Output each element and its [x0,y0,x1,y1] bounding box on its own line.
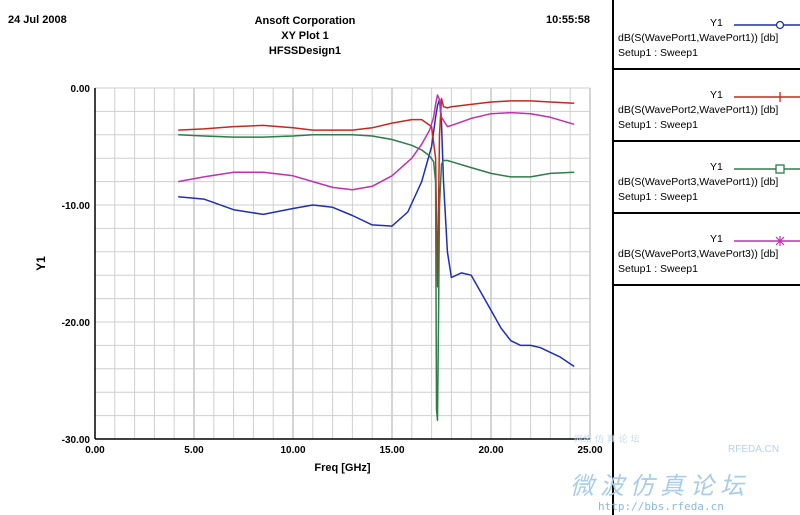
plot-area [95,88,590,439]
legend-plus-marker-icon [734,92,800,102]
watermark-chinese-text: 微波仿真论坛 [570,472,750,500]
plot-title: XY Plot 1 [281,30,329,42]
legend-setup: Setup1 : Sweep1 [618,119,698,131]
x-tick-label: 10.00 [280,445,305,456]
legend-panel[interactable]: Y1 dB(S(WavePort1,WavePort1)) [db] Setup… [612,0,800,515]
legend-item-s11[interactable]: Y1 dB(S(WavePort1,WavePort1)) [db] Setup… [614,0,800,70]
legend-expression: dB(S(WavePort1,WavePort1)) [db] [618,32,779,44]
y-tick-label: -20.00 [62,318,91,329]
report-date: 24 Jul 2008 [8,14,67,26]
legend-expression: dB(S(WavePort2,WavePort1)) [db] [618,104,779,116]
watermark-top-text: 网络 仿 真 论 坛 [574,435,640,445]
x-tick-label: 0.00 [85,445,105,456]
legend-setup: Setup1 : Sweep1 [618,263,698,275]
x-tick-label: 20.00 [478,445,503,456]
x-tick-label: 25.00 [577,445,602,456]
report-time: 10:55:58 [545,14,590,26]
legend-y-label: Y1 [710,233,723,245]
series-line-s31 [178,134,575,422]
legend-y-label: Y1 [710,17,723,29]
x-tick-label: 15.00 [379,445,404,456]
legend-item-s31[interactable]: Y1 dB(S(WavePort3,WavePort1)) [db] Setup… [614,144,800,214]
y-tick-label: -10.00 [62,201,91,212]
x-tick-label: 5.00 [184,445,204,456]
legend-circle-marker-icon [734,20,800,30]
legend-setup: Setup1 : Sweep1 [618,191,698,203]
y-axis-label: Y1 [34,256,48,271]
series-line-s33 [178,94,575,191]
legend-star-marker-icon [734,236,800,246]
legend-y-label: Y1 [710,89,723,101]
legend-item-s21[interactable]: Y1 dB(S(WavePort2,WavePort1)) [db] Setup… [614,72,800,142]
legend-expression: dB(S(WavePort3,WavePort1)) [db] [618,176,779,188]
forum-watermark: 网络 仿 真 论 坛 RFEDA.CN 微波仿真论坛 http://bbs.rf… [560,430,800,515]
legend-expression: dB(S(WavePort3,WavePort3)) [db] [618,248,779,260]
report-title-block: Ansoft Corporation XY Plot 1 HFSSDesign1 [200,14,410,59]
xy-plot-chart[interactable]: 0.00 5.00 10.00 15.00 20.00 25.00 0.00 -10.00 -2… [0,0,612,515]
watermark-url: http://bbs.rfeda.cn [598,500,724,513]
x-axis-label: Freq [GHz] [314,462,371,474]
company-name: Ansoft Corporation [254,15,356,27]
legend-square-marker-icon [734,164,800,174]
y-tick-label: -30.00 [62,435,91,446]
watermark-brand: RFEDA.CN [728,444,780,455]
legend-item-s33[interactable]: Y1 dB(S(WavePort3,WavePort3)) [db] Setup… [614,216,800,286]
design-name: HFSSDesign1 [268,45,342,57]
legend-setup: Setup1 : Sweep1 [618,47,698,59]
legend-y-label: Y1 [710,161,723,173]
y-tick-label: 0.00 [71,84,91,95]
series-line-s21 [178,97,575,288]
